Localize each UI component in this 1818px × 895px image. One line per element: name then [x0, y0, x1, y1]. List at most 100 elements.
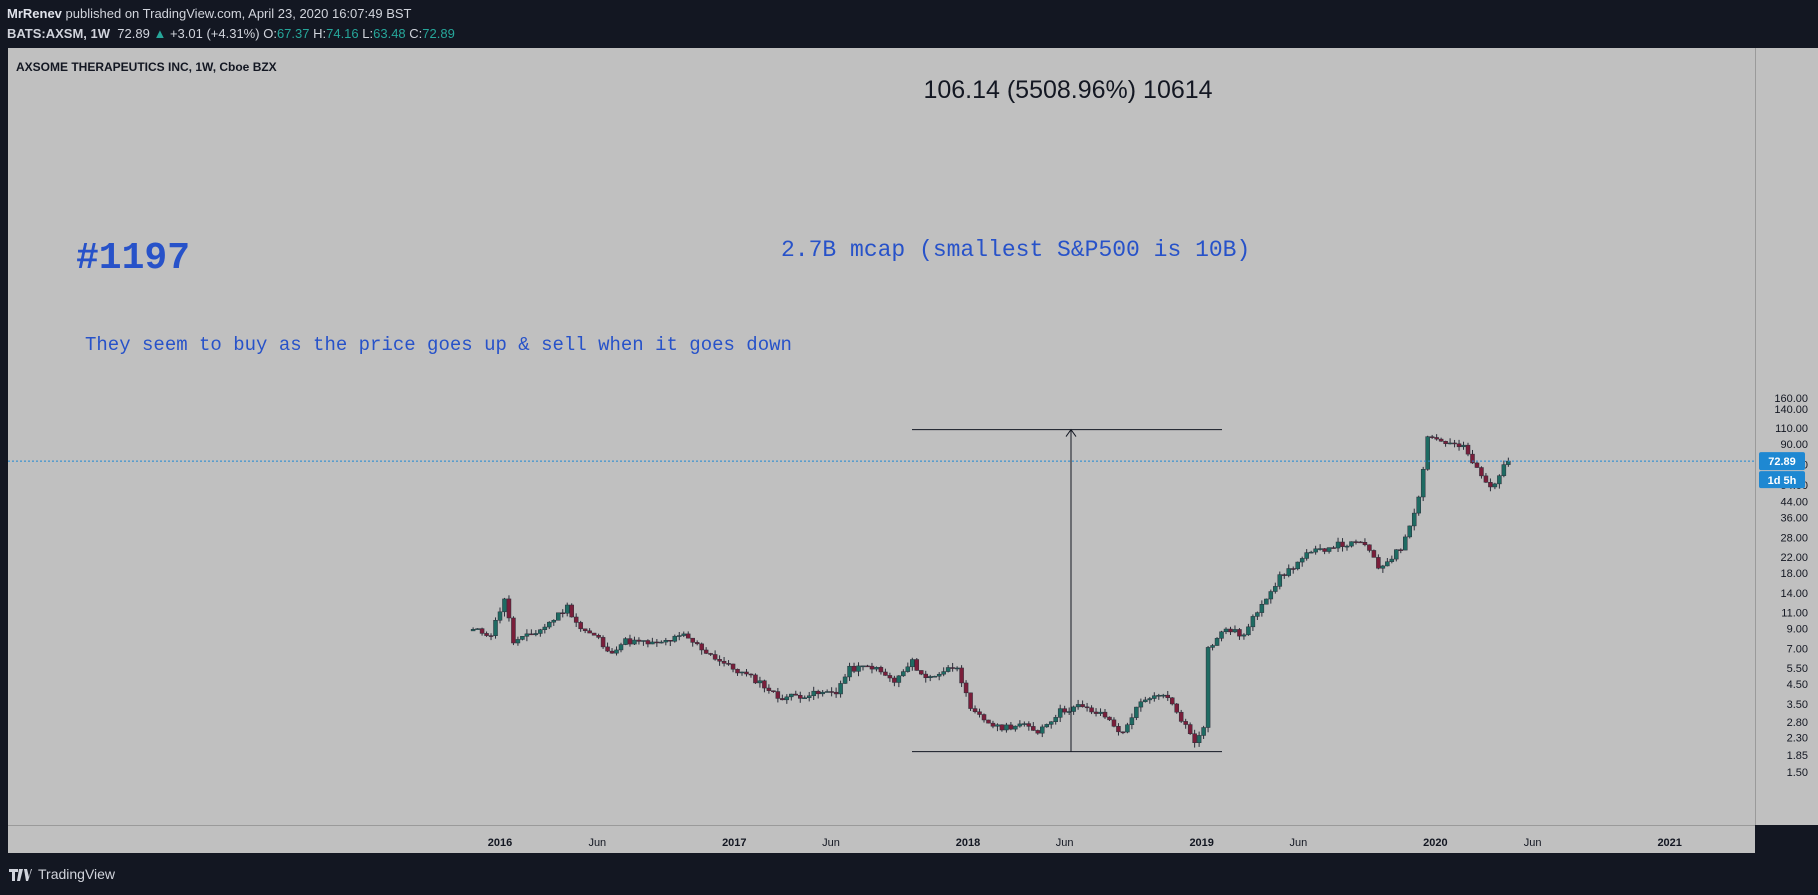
candle-body: [1134, 706, 1139, 718]
candle-body: [1488, 482, 1493, 488]
price-tick-label: 2.80: [1787, 717, 1808, 729]
publish-info: MrRenev published on TradingView.com, Ap…: [7, 6, 411, 21]
candle-body: [538, 629, 543, 634]
candle-body: [986, 719, 991, 724]
candle-body: [1026, 723, 1032, 727]
price-tick-label: 14.00: [1780, 588, 1808, 600]
candle-body: [1371, 550, 1377, 558]
candle-body: [627, 638, 633, 645]
price-tick-label: 3.50: [1787, 699, 1808, 711]
candle-body: [1169, 697, 1175, 705]
candle-body: [524, 633, 530, 637]
last-price-badge-text: 72.89: [1768, 456, 1796, 468]
candle-body: [578, 622, 583, 630]
candle-body: [1313, 548, 1318, 553]
candle-body: [869, 665, 875, 670]
candle-body: [1201, 727, 1206, 736]
candle-body: [1277, 574, 1283, 587]
candle-body: [1214, 638, 1220, 646]
candle-body: [1407, 525, 1413, 538]
tradingview-brand[interactable]: TradingView: [38, 866, 116, 882]
countdown-badge: [1759, 471, 1805, 489]
candle-body: [936, 673, 942, 677]
candle-body: [981, 714, 987, 721]
time-tick-label: Jun: [1524, 837, 1542, 849]
candle-body: [1416, 496, 1421, 514]
candle-body: [1349, 541, 1354, 547]
published-text: published on TradingView.com, April 23, …: [65, 6, 412, 21]
candle-body: [941, 671, 946, 675]
candle-body: [883, 671, 888, 676]
price-tick-label: 36.00: [1780, 513, 1808, 525]
candle-body: [775, 691, 781, 699]
candle-body: [703, 649, 709, 654]
annotation-mcap[interactable]: 2.7B mcap (smallest S&P500 is 10B): [781, 237, 1250, 263]
candle-body: [1044, 724, 1049, 728]
candle-body: [1389, 558, 1395, 562]
price-axis[interactable]: [1755, 48, 1818, 825]
candle-body: [641, 640, 646, 642]
candle-body: [1080, 704, 1085, 708]
candle-body: [677, 635, 682, 637]
candle-body: [968, 692, 973, 709]
candle-body: [573, 616, 579, 623]
price-range-tool[interactable]: [912, 428, 1222, 753]
candle-body: [1111, 719, 1117, 727]
last-price-badge: [1759, 452, 1805, 471]
candle-body: [1411, 512, 1417, 527]
price-tick-label: 1.50: [1787, 767, 1808, 779]
candle-body: [1483, 475, 1489, 483]
candle-body: [995, 724, 1000, 727]
candle-body: [824, 691, 830, 693]
candle-body: [932, 675, 937, 678]
annotation-tag[interactable]: #1197: [76, 237, 190, 280]
time-axis[interactable]: [8, 825, 1755, 853]
footer-bar: TradingView: [0, 853, 1818, 895]
candle-body: [587, 630, 592, 634]
candle-body: [1192, 733, 1197, 743]
chart-plot-area[interactable]: [8, 48, 1755, 825]
candle-body: [1013, 725, 1018, 730]
candle-body: [1125, 724, 1130, 733]
candle-body: [901, 671, 906, 677]
author-name[interactable]: MrRenev: [7, 6, 62, 21]
candle-body: [699, 643, 704, 651]
candle-body: [896, 675, 902, 683]
candle-body: [1098, 711, 1103, 714]
candle-body: [645, 640, 651, 645]
candle-body: [735, 668, 740, 674]
candle-body: [569, 604, 574, 618]
candle-body: [815, 690, 821, 695]
candle-body: [1447, 442, 1453, 445]
candle-body: [636, 639, 642, 642]
candle-body: [1282, 574, 1287, 576]
candle-body: [1017, 723, 1023, 727]
candle-body: [614, 649, 619, 654]
candle-body: [1031, 726, 1036, 731]
candle-body: [497, 611, 503, 621]
candle-body: [744, 671, 749, 675]
candle-body: [582, 628, 588, 632]
candle-body: [1353, 541, 1359, 543]
tradingview-logo-icon[interactable]: [8, 866, 32, 882]
measure-label: 106.14 (5508.96%) 10614: [923, 76, 1212, 104]
candle-body: [972, 708, 978, 713]
candle-body: [730, 663, 736, 670]
candle-body: [479, 628, 485, 634]
candle-body: [600, 637, 606, 648]
candle-body: [1403, 536, 1408, 551]
candle-body: [1187, 724, 1193, 734]
price-tick-label: 18.00: [1780, 568, 1808, 580]
candle-body: [748, 673, 754, 676]
candle-body: [793, 693, 799, 696]
price-tick-label: 4.50: [1787, 679, 1808, 691]
candle-body: [1443, 440, 1448, 445]
candle-body: [1492, 483, 1498, 488]
candle-body: [1259, 603, 1265, 613]
time-tick-label: 2016: [488, 837, 512, 849]
symbol-label: BATS:AXSM, 1W: [7, 26, 111, 41]
candle-body: [739, 671, 745, 674]
candle-body: [927, 676, 933, 679]
candle-body: [1299, 558, 1305, 563]
annotation-note[interactable]: They seem to buy as the price goes up & …: [85, 334, 792, 356]
